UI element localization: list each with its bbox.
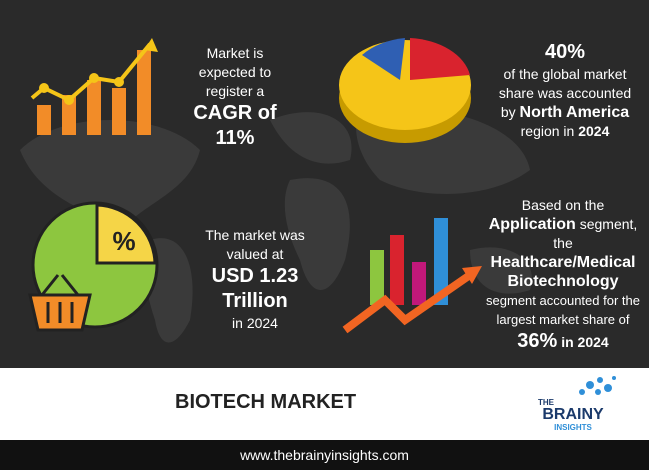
segment-leader: Healthcare/Medical Biotechnology (490, 254, 636, 290)
segment-prefix: Based on the (521, 197, 605, 213)
segment-value: 36% (517, 330, 558, 352)
cagr-value: CAGR of 11% (193, 102, 277, 149)
percent-symbol: % (112, 226, 135, 256)
size-value: USD 1.23 Trillion (211, 265, 299, 312)
footer-url: www.thebrainyinsights.com (0, 440, 649, 470)
logo-insights: INSIGHTS (554, 423, 592, 432)
segment-name: Application (488, 216, 576, 233)
growth-icon (30, 38, 158, 135)
share-suffix: region in (520, 123, 575, 139)
logo-the: THE (538, 398, 554, 407)
size-suffix: in 2024 (232, 315, 278, 331)
page-title: BIOTECH MARKET (175, 391, 357, 413)
share-pie-icon (339, 38, 471, 143)
size-block: The market was valued at USD 1.23 Trilli… (200, 226, 310, 333)
segment-middle: segment, the (553, 216, 638, 251)
share-text: of the global market share was accounted… (498, 66, 632, 120)
share-block: 40% of the global market share was accou… (490, 40, 640, 141)
cagr-block: Market is expected to register a CAGR of… (185, 44, 285, 151)
share-region: North America (519, 104, 630, 121)
title-band (0, 368, 649, 440)
share-value: 40% (544, 41, 586, 63)
share-year: 2024 (578, 123, 610, 139)
cagr-text: Market is expected to register a (198, 45, 272, 99)
logo-brainy: BRAINY (542, 406, 604, 423)
percent-pie-icon: % (28, 201, 159, 332)
segment-icon (342, 218, 482, 334)
logo: THE BRAINY INSIGHTS (538, 398, 608, 432)
segment-block: Based on the Application segment, the He… (478, 196, 648, 354)
segment-suffix: in 2024 (561, 334, 609, 350)
size-text: The market was valued at (205, 227, 305, 262)
segment-text: segment accounted for the largest market… (486, 293, 640, 327)
